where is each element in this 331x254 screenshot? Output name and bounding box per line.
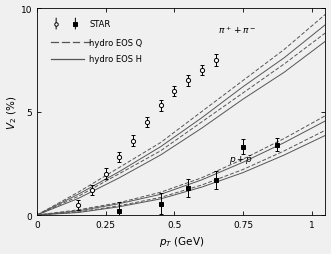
Text: $p + \bar{p}$: $p + \bar{p}$ — [229, 153, 253, 166]
X-axis label: $p_T$ (GeV): $p_T$ (GeV) — [159, 234, 204, 248]
Text: hydro EOS Q: hydro EOS Q — [89, 39, 142, 47]
Text: STAR: STAR — [89, 20, 110, 29]
Text: hydro EOS H: hydro EOS H — [89, 55, 142, 64]
Y-axis label: $V_2$ (%): $V_2$ (%) — [6, 95, 19, 129]
Text: $\pi^+ + \pi^-$: $\pi^+ + \pi^-$ — [218, 24, 257, 36]
